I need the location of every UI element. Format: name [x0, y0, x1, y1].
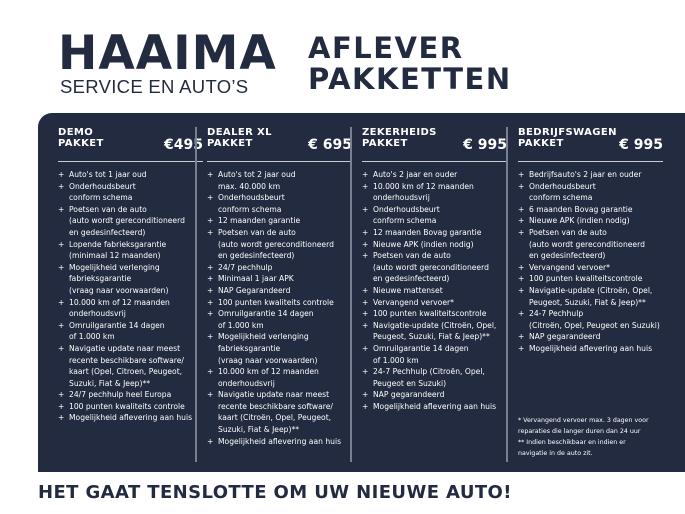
feature-item: 12 maanden garantie — [207, 215, 352, 227]
page-title: AFLEVER PAKKETTEN — [308, 31, 512, 96]
feature-item: Omruilgarantie 14 dagen of 1.000 km — [207, 308, 352, 331]
divider — [518, 161, 663, 162]
package-column: ZEKERHEIDS PAKKET € 995 Auto's 2 jaar en… — [350, 127, 507, 462]
package-header: DEALER XL PAKKET € 695 — [207, 127, 352, 155]
feature-item: Mogelijkheid verlenging fabrieksgarantie… — [58, 262, 203, 297]
feature-item: Bedrijfsauto's 2 jaar en ouder — [518, 169, 663, 181]
feature-item: Navigatie-update (Citroën, Opel, Peugeot… — [362, 320, 507, 343]
feature-item: Mogelijkheid aflevering aan huis — [518, 343, 663, 355]
feature-item: NAP gegarandeerd — [518, 331, 663, 343]
feature-item: Nieuwe APK (indien nodig) — [362, 239, 507, 251]
package-price: €495 — [164, 137, 203, 153]
feature-item: Nieuwe mattenset — [362, 285, 507, 297]
feature-item: Poetsen van de auto (auto wordt gerecond… — [362, 250, 507, 285]
feature-item: Mogelijkheid aflevering aan huis — [207, 436, 352, 448]
feature-item: 100 punten kwaliteitscontrole — [362, 308, 507, 320]
feature-item: 100 punten kwaliteits controle — [58, 401, 203, 413]
package-name: DEMO PAKKET — [58, 127, 104, 149]
feature-list: Auto's tot 2 jaar oud max. 40.000 kmOnde… — [207, 169, 352, 447]
feature-item: Omruilgarantie 14 dagen of 1.000 km — [58, 320, 203, 343]
feature-item: 100 punten kwaliteits controle — [207, 297, 352, 309]
slogan: HET GAAT TENSLOTTE OM UW NIEUWE AUTO! — [38, 482, 512, 503]
feature-item: Poetsen van de auto (auto wordt gerecond… — [518, 227, 663, 262]
feature-item: Minimaal 1 jaar APK — [207, 273, 352, 285]
package-header: ZEKERHEIDS PAKKET € 995 — [362, 127, 507, 155]
feature-item: Auto's tot 1 jaar oud — [58, 169, 203, 181]
feature-item: 24-7 Pechhulp (Citroën, Opel, Peugeot en… — [362, 366, 507, 389]
feature-item: Poetsen van de auto (auto wordt gerecond… — [207, 227, 352, 262]
package-column: DEALER XL PAKKET € 695 Auto's tot 2 jaar… — [195, 127, 352, 462]
packages-panel: DEMO PAKKET €495 Auto's tot 1 jaar oudOn… — [38, 113, 685, 472]
feature-item: Vervangend vervoer* — [518, 262, 663, 274]
package-column: DEMO PAKKET €495 Auto's tot 1 jaar oudOn… — [58, 127, 203, 424]
feature-item: Auto's tot 2 jaar oud max. 40.000 km — [207, 169, 352, 192]
feature-item: Lopende fabrieksgarantie (minimaal 12 ma… — [58, 239, 203, 262]
feature-item: Navigatie update naar meest recente besc… — [58, 343, 203, 389]
feature-item: Onderhoudsbeurt conform schema — [362, 204, 507, 227]
feature-item: Onderhoudsbeurt conform schema — [58, 181, 203, 204]
feature-item: 24/7 pechhulp — [207, 262, 352, 274]
divider — [362, 161, 507, 162]
feature-item: Navigatie update naar meest recente besc… — [207, 389, 352, 435]
feature-item: NAP Gegarandeerd — [207, 285, 352, 297]
feature-item: Poetsen van de auto (auto wordt gerecond… — [58, 204, 203, 239]
feature-item: 6 maanden Bovag garantie — [518, 204, 663, 216]
feature-item: Mogelijkheid aflevering aan huis — [58, 412, 203, 424]
package-price: € 695 — [308, 137, 352, 153]
package-header: DEMO PAKKET €495 — [58, 127, 203, 155]
feature-item: 10.000 km of 12 maanden onderhoudsvrij — [362, 181, 507, 204]
logo-tagline: SERVICE EN AUTO’S — [60, 76, 249, 97]
feature-item: 10.000 km of 12 maanden onderhoudsvrij — [58, 297, 203, 320]
feature-item: Onderhoudsbeurt conform schema — [518, 181, 663, 204]
package-price: € 995 — [463, 137, 507, 153]
feature-item: Mogelijkheid verlenging fabrieksgarantie… — [207, 331, 352, 366]
package-price: € 995 — [619, 137, 663, 153]
package-column: BEDRIJFSWAGEN PAKKET € 995 Bedrijfsauto'… — [506, 127, 663, 462]
feature-item: 10.000 km of 12 maanden onderhoudsvrij — [207, 366, 352, 389]
feature-list: Bedrijfsauto's 2 jaar en ouderOnderhouds… — [518, 169, 663, 355]
package-name: ZEKERHEIDS PAKKET — [362, 127, 437, 149]
package-header: BEDRIJFSWAGEN PAKKET € 995 — [518, 127, 663, 155]
feature-item: 24/7 pechhulp heel Europa — [58, 389, 203, 401]
package-name: DEALER XL PAKKET — [207, 127, 272, 149]
feature-item: 24-7 Pechhulp (Citroën, Opel, Peugeot en… — [518, 308, 663, 331]
feature-item: Navigatie-update (Citroën, Opel, Peugeot… — [518, 285, 663, 308]
feature-list: Auto's tot 1 jaar oudOnderhoudsbeurt con… — [58, 169, 203, 424]
divider — [207, 161, 352, 162]
feature-item: 100 punten kwaliteitscontrole — [518, 273, 663, 285]
footnotes: * Vervangend vervoer max. 3 dagen voor r… — [518, 417, 649, 457]
feature-item: Mogelijkheid aflevering aan huis — [362, 401, 507, 413]
feature-item: Auto's 2 jaar en ouder — [362, 169, 507, 181]
feature-item: Onderhoudsbeurt conform schema — [207, 192, 352, 215]
feature-item: Nieuwe APK (indien nodig) — [518, 215, 663, 227]
feature-item: Vervangend vervoer* — [362, 297, 507, 309]
feature-list: Auto's 2 jaar en ouder10.000 km of 12 ma… — [362, 169, 507, 412]
package-name: BEDRIJFSWAGEN PAKKET — [518, 127, 617, 149]
divider — [58, 161, 203, 162]
feature-item: Omruilgarantie 14 dagen of 1.000 km — [362, 343, 507, 366]
logo-name: HAAIMA — [58, 26, 277, 81]
feature-item: 12 maanden Bovag garantie — [362, 227, 507, 239]
feature-item: NAP gegarandeerd — [362, 389, 507, 401]
